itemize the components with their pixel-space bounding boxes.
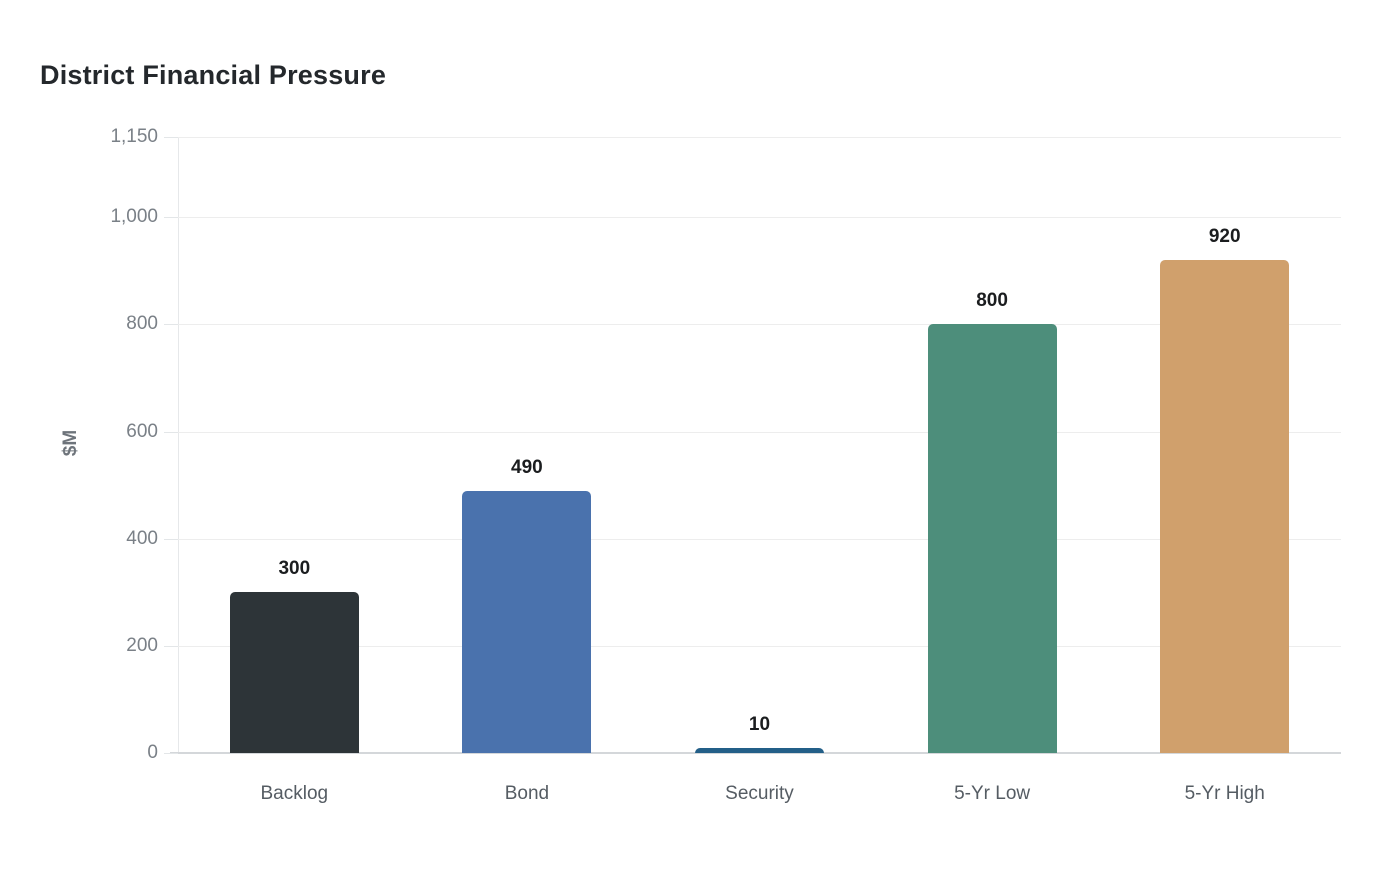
y-tick-label: 200	[126, 634, 158, 656]
plot-area: 0 200 400 600 800 1,000 1,150 300 Backlog 490 Bond…	[110, 126, 1341, 804]
y-tick-label: 400	[126, 527, 158, 549]
value-label-5-yr-high: 920	[1208, 226, 1241, 247]
y-tick-label: 1,000	[110, 206, 158, 228]
gridline	[178, 645, 1341, 647]
bar-bond	[462, 491, 592, 753]
bar-5-yr-low	[927, 324, 1057, 753]
y-tick-label: 0	[147, 742, 158, 763]
y-axis-title: $M	[60, 429, 81, 457]
value-label-security: 10	[748, 714, 771, 735]
value-label-backlog: 300	[278, 558, 311, 579]
gridline	[178, 538, 1341, 540]
category-label-security: Security	[725, 783, 794, 804]
bar-backlog	[229, 592, 359, 753]
y-tick-label: 800	[126, 313, 158, 335]
y-tick-mark	[164, 753, 178, 754]
x-axis-line	[170, 752, 1341, 754]
gridline	[178, 217, 1341, 219]
gridline	[178, 324, 1341, 326]
bar-security	[695, 748, 824, 753]
gridline	[178, 431, 1341, 433]
y-tick-label: 1,150	[110, 126, 158, 147]
y-tick-mark	[164, 645, 178, 647]
y-tick-label: 600	[126, 420, 158, 442]
y-tick-mark	[164, 217, 178, 219]
y-tick-mark	[164, 137, 178, 138]
y-tick-mark	[164, 538, 178, 540]
y-tick-mark	[164, 324, 178, 326]
category-label-bond: Bond	[504, 783, 550, 804]
value-label-5-yr-low: 800	[976, 290, 1008, 311]
chart-title: District Financial Pressure	[40, 60, 387, 90]
y-tick-mark	[164, 431, 178, 433]
category-label-5-yr-high: 5-Yr High	[1184, 783, 1265, 804]
category-label-5-yr-low: 5-Yr Low	[954, 783, 1031, 804]
category-label-backlog: Backlog	[260, 783, 329, 804]
value-label-bond: 490	[511, 457, 543, 478]
bar-5-yr-high	[1160, 260, 1290, 753]
y-axis-line	[178, 137, 179, 753]
gridline	[178, 137, 1341, 138]
